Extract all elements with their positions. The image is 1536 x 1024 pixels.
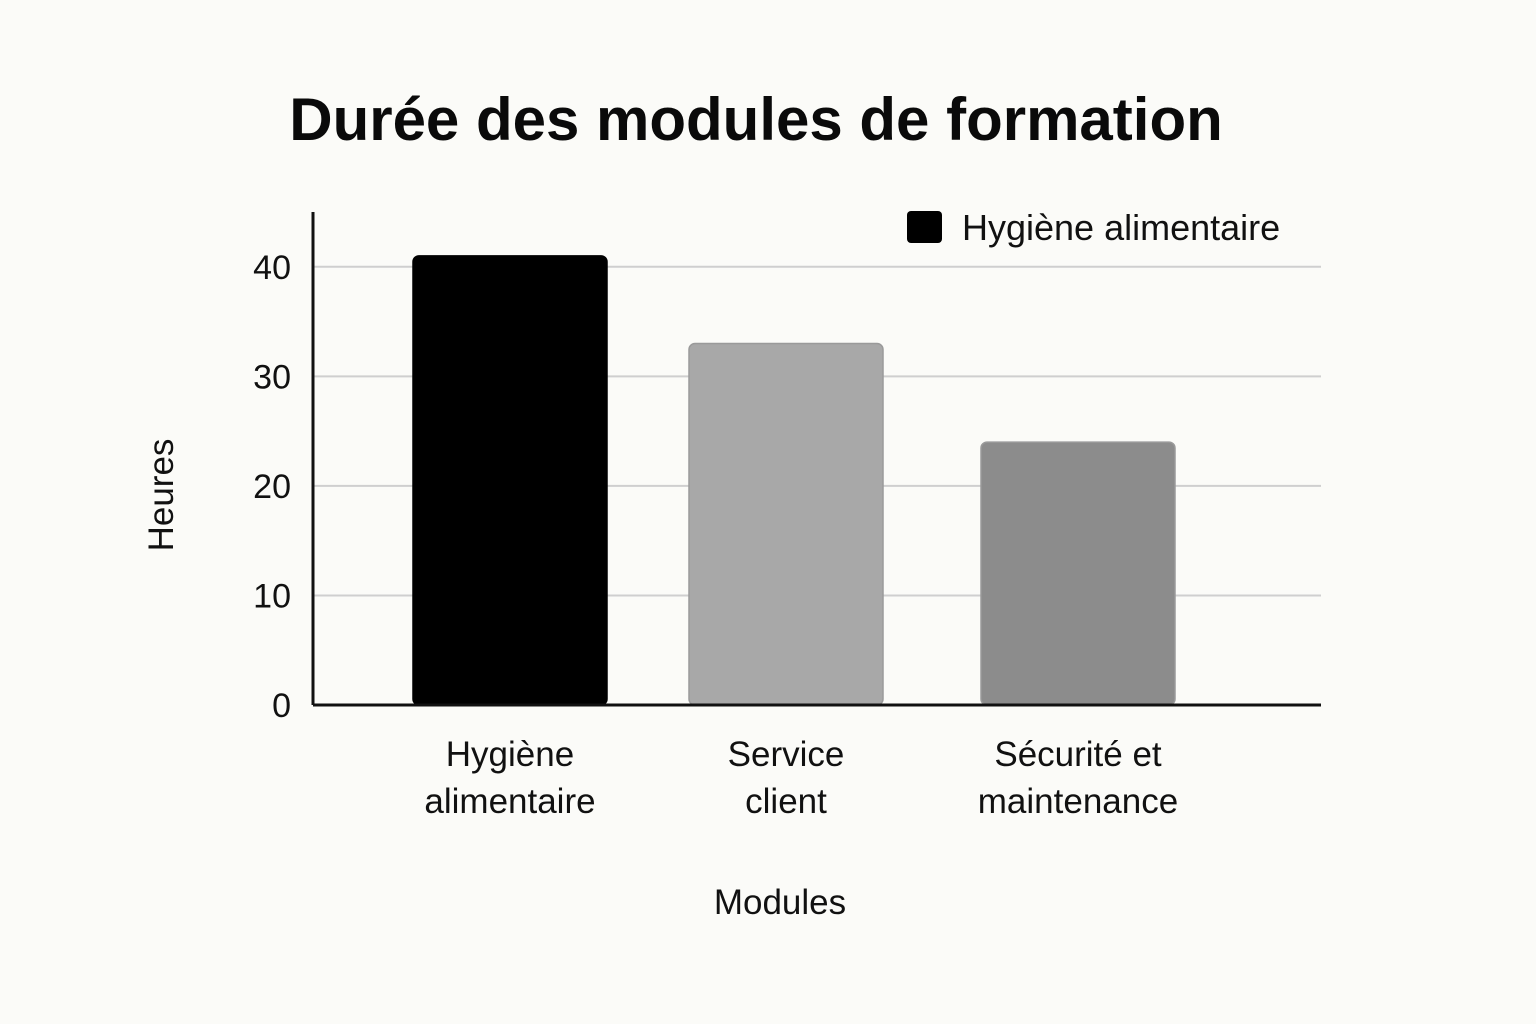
x-category-label: Sécurité et maintenance [978, 735, 1178, 821]
x-category-label: Service client [728, 735, 845, 821]
legend-swatch [907, 211, 942, 243]
x-category-labels: Hygiène alimentaire Service client Sécurité … [424, 735, 1178, 821]
bar-2 [688, 342, 884, 706]
x-category-label-line: alimentaire [424, 782, 595, 821]
y-tick-label: 40 [253, 249, 291, 287]
x-category-label-line: client [745, 782, 827, 821]
y-tick-labels: 0 10 20 30 40 [253, 249, 291, 725]
bar-3 [980, 441, 1176, 706]
bar-1 [412, 255, 608, 706]
chart-title: Durée des modules de formation [289, 86, 1223, 153]
x-category-label-line: Service [728, 735, 845, 774]
x-category-label-line: maintenance [978, 782, 1178, 821]
y-axis-title: Heures [142, 439, 181, 552]
y-tick-label: 30 [253, 358, 291, 396]
x-axis-title: Modules [714, 883, 846, 922]
legend: Hygiène alimentaire [907, 207, 1280, 248]
y-tick-label: 20 [253, 468, 291, 506]
y-tick-label: 0 [272, 687, 291, 725]
bars [412, 255, 1176, 706]
legend-label: Hygiène alimentaire [962, 207, 1280, 248]
x-category-label: Hygiène alimentaire [424, 735, 595, 821]
y-tick-label: 10 [253, 577, 291, 615]
x-category-label-line: Hygiène [446, 735, 574, 774]
x-category-label-line: Sécurité et [994, 735, 1162, 774]
